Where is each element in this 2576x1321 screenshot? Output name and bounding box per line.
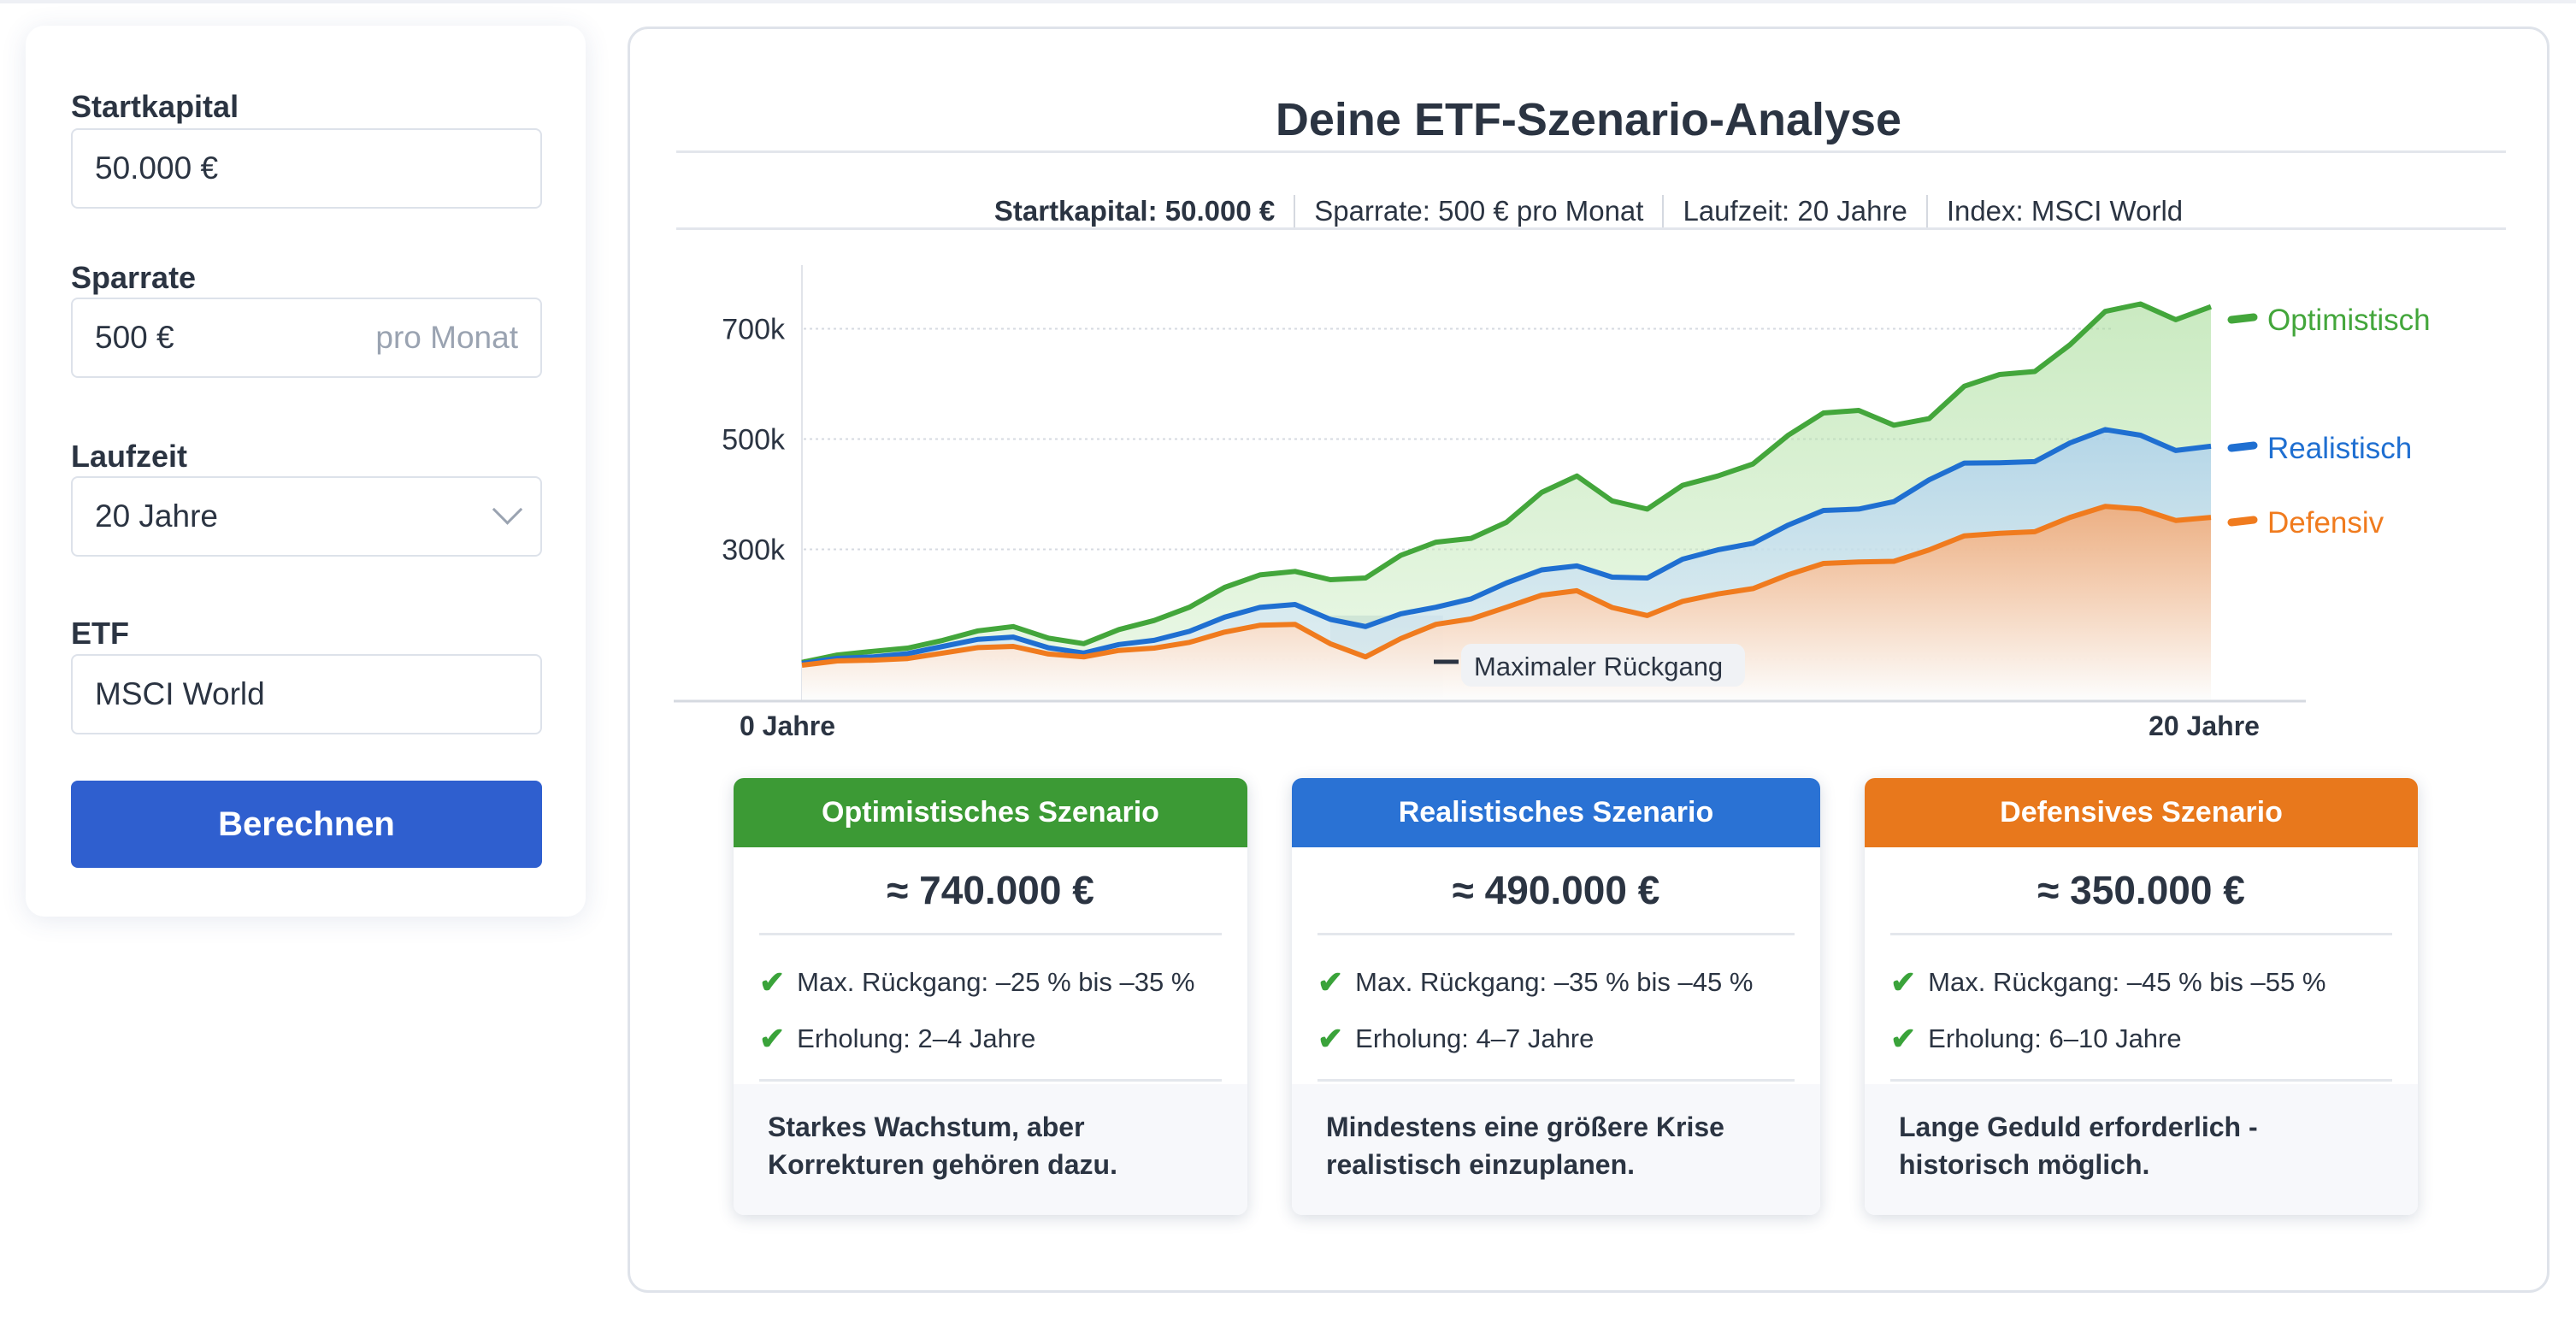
check-icon: ✔ [759, 1021, 786, 1056]
berechnen-button[interactable]: Berechnen [71, 781, 542, 868]
check-icon: ✔ [1317, 1021, 1344, 1056]
card-amount: ≈ 740.000 € [887, 868, 1094, 912]
card-title: Realistisches Szenario [1292, 778, 1820, 847]
card-note: Starkes Wachstum, aber Korrekturen gehör… [734, 1084, 1247, 1215]
card-bullet: ✔ Erholung: 4–7 Jahre [1292, 1011, 1820, 1067]
input-panel: Startkapital 50.000 € Sparrate 500 € pro … [26, 26, 586, 917]
y-tick-label: 500k [722, 424, 786, 457]
line-optimistisch [801, 301, 2213, 665]
annotation-box [1461, 644, 1745, 687]
etf-label: ETF [71, 616, 129, 651]
legend-optimistisch: Optimistisch [2267, 304, 2431, 337]
check-icon: ✔ [759, 964, 786, 1000]
etf-input[interactable]: MSCI World [71, 654, 542, 734]
card-note: Lange Geduld erforderlich - historisch m… [1865, 1084, 2418, 1215]
summary-sparrate: Sparrate: 500 € pro Monat [1294, 195, 1662, 227]
card-note: Mindestens eine größere Krise realistisc… [1292, 1084, 1820, 1215]
card-bullet: ✔ Max. Rückgang: –35 % bis –45 % [1292, 954, 1820, 1011]
card-bullet: ✔ Max. Rückgang: –25 % bis –35 % [734, 954, 1247, 1011]
divider [1317, 933, 1795, 935]
scenario-card: Optimistisches Szenario ≈ 740.000 € ✔ Max… [734, 778, 1247, 1215]
laufzeit-value: 20 Jahre [95, 498, 218, 534]
bullet-text: Erholung: 4–7 Jahre [1355, 1023, 1595, 1053]
annotation-label: Maximaler Rückgang [1474, 652, 1723, 681]
check-icon: ✔ [1890, 964, 1917, 1000]
line-realistisch [801, 427, 2212, 666]
card-amount: ≈ 350.000 € [2037, 868, 2245, 912]
laufzeit-select[interactable]: 20 Jahre [71, 476, 542, 557]
area-defensiv [802, 506, 2211, 701]
summary-startkapital: Startkapital: 50.000 € [993, 195, 1276, 227]
laufzeit-label: Laufzeit [71, 439, 188, 474]
divider [759, 933, 1222, 935]
legend-swatch [2227, 516, 2258, 527]
sparrate-input[interactable]: 500 € pro Monat [71, 298, 542, 378]
x-tick-label: 20 Jahre [2149, 711, 2260, 741]
summary-bar: Startkapital: 50.000 € Sparrate: 500 € p… [630, 195, 2547, 227]
card-bullet: ✔ Max. Rückgang: –45 % bis –55 % [1865, 954, 2418, 1011]
divider [759, 1079, 1222, 1082]
card-bullet: ✔ Erholung: 6–10 Jahre [1865, 1011, 2418, 1067]
bullet-text: Max. Rückgang: –45 % bis –55 % [1928, 967, 2326, 997]
chevron-down-icon [492, 493, 523, 525]
divider [676, 150, 2506, 153]
card-title: Optimistisches Szenario [734, 778, 1247, 847]
divider [1890, 1079, 2392, 1082]
sparrate-suffix: pro Monat [375, 320, 518, 355]
bullet-text: Erholung: 6–10 Jahre [1928, 1023, 2182, 1053]
summary-laufzeit: Laufzeit: 20 Jahre [1662, 195, 1925, 227]
legend-realistisch: Realistisch [2267, 432, 2412, 465]
bullet-text: Erholung: 2–4 Jahre [797, 1023, 1036, 1053]
page-title: Deine ETF-Szenario-Analyse [1275, 94, 1902, 145]
scenario-chart: 300k 500k 700k 0 Jahre 20 Jahre Optimistisc… [674, 265, 2431, 741]
card-title: Defensives Szenario [1865, 778, 2418, 847]
divider [676, 227, 2506, 230]
y-tick-label: 700k [722, 314, 786, 346]
divider [1317, 1079, 1795, 1082]
card-bullet: ✔ Erholung: 2–4 Jahre [734, 1011, 1247, 1067]
scenario-card: Defensives Szenario ≈ 350.000 € ✔ Max. Rü… [1865, 778, 2418, 1215]
legend-swatch [2227, 441, 2258, 452]
x-tick-label: 0 Jahre [740, 711, 835, 741]
sparrate-value: 500 € [95, 320, 174, 355]
check-icon: ✔ [1317, 964, 1344, 1000]
sparrate-label: Sparrate [71, 260, 197, 295]
startkapital-label: Startkapital [71, 89, 239, 124]
bullet-text: Max. Rückgang: –35 % bis –45 % [1355, 967, 1754, 997]
legend-swatch [2227, 313, 2258, 324]
startkapital-input[interactable]: 50.000 € [71, 128, 542, 209]
etf-value: MSCI World [95, 676, 265, 711]
check-icon: ✔ [1890, 1021, 1917, 1056]
scenario-card: Realistisches Szenario ≈ 490.000 € ✔ Max.… [1292, 778, 1820, 1215]
card-amount: ≈ 490.000 € [1452, 868, 1660, 912]
y-tick-label: 300k [722, 534, 786, 567]
startkapital-value: 50.000 € [95, 150, 219, 186]
bullet-text: Max. Rückgang: –25 % bis –35 % [797, 967, 1195, 997]
line-defensiv [801, 504, 2212, 668]
summary-index: Index: MSCI World [1925, 195, 2202, 227]
max-drawdown-annotation: Maximaler Rückgang [1434, 644, 1745, 687]
divider [1890, 933, 2392, 935]
top-divider [0, 0, 2576, 3]
legend-defensiv: Defensiv [2267, 506, 2384, 540]
